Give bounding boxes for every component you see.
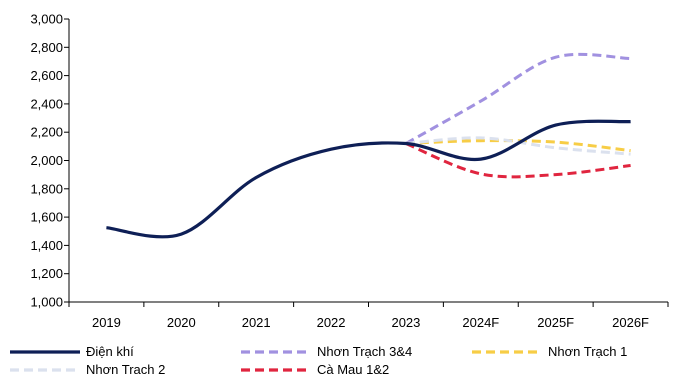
- y-tick-label: 1,600: [30, 210, 63, 225]
- x-tick-label: 2022: [317, 315, 346, 330]
- y-tick-label: 2,200: [30, 125, 63, 140]
- legend-label: Nhơn Trach 2: [86, 362, 165, 377]
- y-tick-label: 3,000: [30, 12, 63, 27]
- x-tick-label: 2024F: [462, 315, 499, 330]
- legend-item-1: Nhơn Trạch 3&4: [241, 344, 412, 359]
- legend-item-3: Nhơn Trach 2: [10, 362, 165, 377]
- series-line-0: [106, 119, 631, 239]
- legend-label: Điện khí: [86, 344, 134, 359]
- y-tick-label: 1,400: [30, 238, 63, 253]
- y-tick-label: 2,000: [30, 153, 63, 168]
- legend-item-2: Nhơn Trạch 1: [472, 344, 627, 359]
- x-axis: 2019 2020 2021 2022 2023 2024F 2025F 2026F: [68, 301, 669, 330]
- x-tick-label: 2019: [92, 315, 121, 330]
- x-tick-label: 2021: [242, 315, 271, 330]
- y-tick-label: 2,400: [30, 96, 63, 111]
- legend-label: Nhơn Trạch 3&4: [317, 344, 412, 359]
- y-axis: 1,000 1,200 1,400 1,600 1,800 2,000 2,200 2,400…: [30, 12, 70, 310]
- legend-item-4: Cà Mau 1&2: [241, 362, 389, 377]
- legend-label: Nhơn Trạch 1: [548, 344, 627, 359]
- x-tick-label: 2026F: [612, 315, 649, 330]
- y-tick-label: 1,000: [30, 295, 63, 310]
- y-tick-label: 1,200: [30, 266, 63, 281]
- legend: Điện khí Nhơn Trạch 3&4 Nhơn Trạch 1 Nhơn T…: [10, 344, 627, 377]
- x-tick-label: 2020: [167, 315, 196, 330]
- legend-item-0: Điện khí: [10, 344, 134, 359]
- series-line-1: [405, 52, 631, 145]
- x-tick-label: 2025F: [537, 315, 574, 330]
- y-tick-label: 1,800: [30, 181, 63, 196]
- series-layer: [106, 52, 631, 239]
- y-tick-label: 2,800: [30, 40, 63, 55]
- series-line-4: [405, 142, 631, 179]
- y-tick-label: 2,600: [30, 68, 63, 83]
- x-tick-label: 2023: [391, 315, 420, 330]
- legend-label: Cà Mau 1&2: [317, 362, 389, 377]
